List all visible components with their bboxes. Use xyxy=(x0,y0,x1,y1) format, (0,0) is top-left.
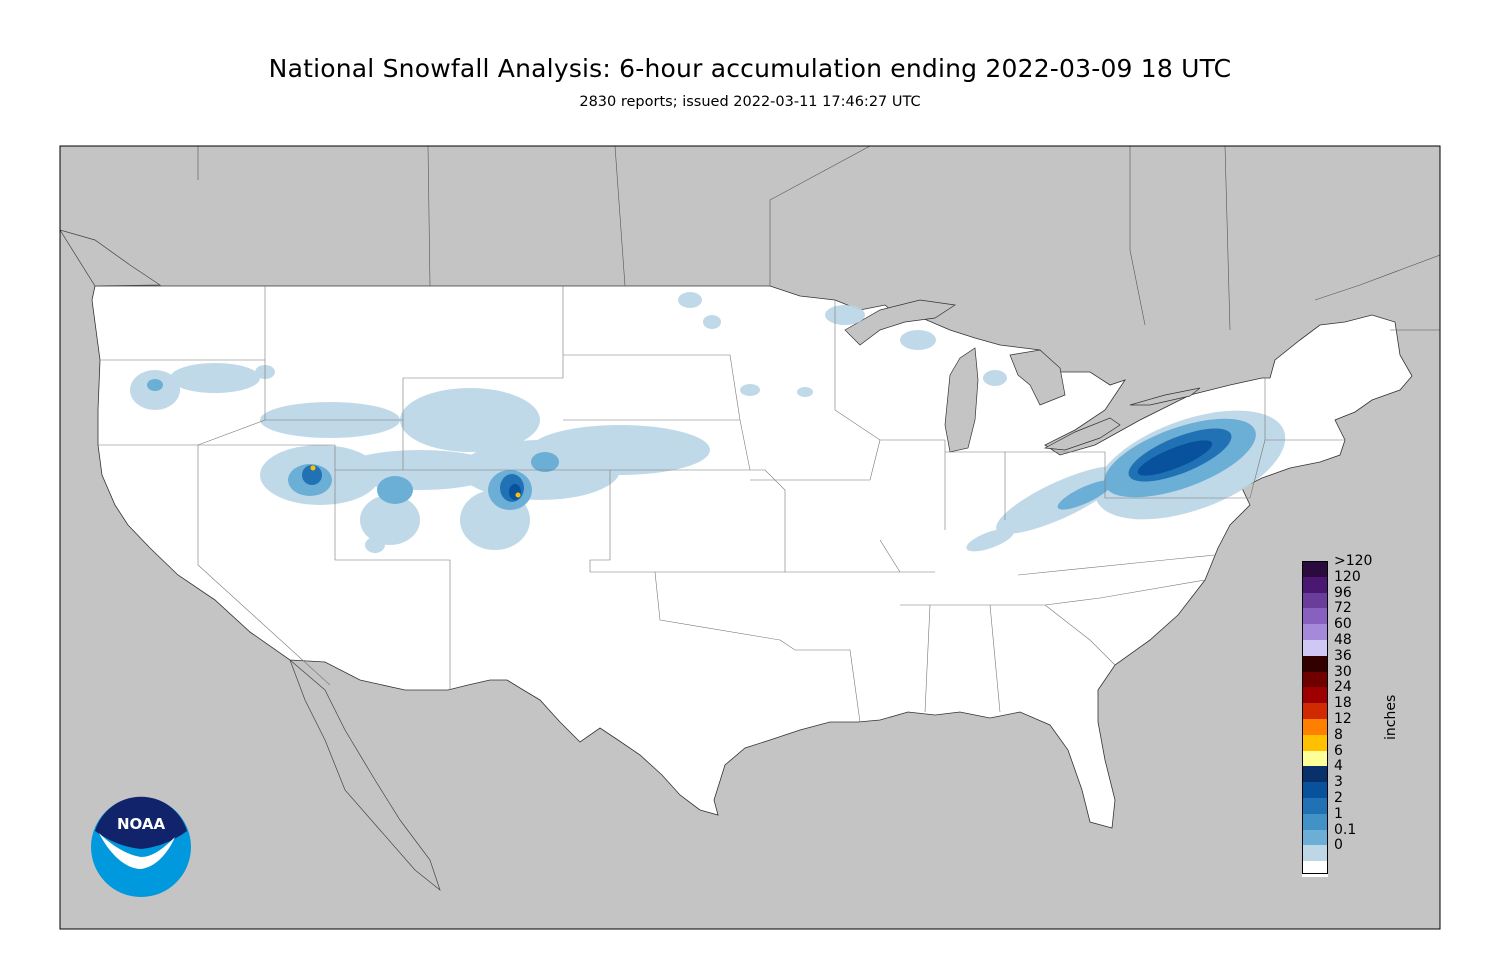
legend-row: 60 xyxy=(1302,616,1412,640)
legend-row: 30 xyxy=(1302,664,1412,688)
legend-swatch xyxy=(1302,813,1328,830)
legend-swatch xyxy=(1302,703,1328,719)
legend-row: 3 xyxy=(1302,774,1412,798)
legend-label: 18 xyxy=(1334,695,1352,712)
legend-label: 30 xyxy=(1334,663,1352,680)
legend-swatch xyxy=(1302,845,1328,862)
legend-label: 72 xyxy=(1334,600,1352,617)
legend-swatch xyxy=(1302,608,1328,625)
legend-label: 12 xyxy=(1334,710,1352,727)
legend-swatch xyxy=(1302,576,1328,593)
legend-label: 2 xyxy=(1334,789,1343,806)
legend-label: 120 xyxy=(1334,568,1361,585)
legend-row: 72 xyxy=(1302,600,1412,625)
legend-row: 18 xyxy=(1302,695,1412,719)
legend-label: 6 xyxy=(1334,742,1343,759)
legend-row: 0.1 xyxy=(1302,822,1412,846)
legend-row: 2 xyxy=(1302,790,1412,814)
noaa-logo: NOAA xyxy=(91,796,191,897)
legend-label: 0.1 xyxy=(1334,821,1357,838)
logo-text: NOAA xyxy=(117,815,166,833)
legend-swatch xyxy=(1302,718,1328,735)
legend-row: 48 xyxy=(1302,632,1412,656)
legend-label: 3 xyxy=(1334,774,1343,791)
legend-row-lowest xyxy=(1302,861,1412,877)
map-title: National Snowfall Analysis: 6-hour accum… xyxy=(268,54,1232,83)
legend-swatch xyxy=(1302,592,1328,609)
legend-swatch xyxy=(1302,561,1328,577)
legend-units: inches xyxy=(1383,694,1399,740)
legend-row: 36 xyxy=(1302,648,1412,672)
state-borders xyxy=(98,286,1345,723)
legend-swatch xyxy=(1302,687,1328,704)
legend-row: 6 xyxy=(1302,743,1412,767)
legend-label: 36 xyxy=(1334,647,1352,664)
legend-swatch xyxy=(1302,782,1328,798)
legend-row: 24 xyxy=(1302,679,1412,704)
legend-label: 1 xyxy=(1334,805,1343,822)
snowfall-peak xyxy=(310,465,521,498)
map-frame xyxy=(59,145,1441,930)
legend-row: 12 xyxy=(1302,711,1412,735)
legend-row: 0 xyxy=(1302,837,1412,862)
legend-label: 4 xyxy=(1334,758,1343,775)
legend-row: 96 xyxy=(1302,585,1412,609)
legend-swatch xyxy=(1302,750,1328,767)
legend-swatch xyxy=(1302,624,1328,640)
legend-swatch xyxy=(1302,797,1328,814)
legend-label: 24 xyxy=(1334,679,1352,696)
legend-label: 8 xyxy=(1334,726,1343,743)
legend-swatch xyxy=(1302,861,1328,877)
legend-swatch xyxy=(1302,829,1328,846)
legend: >120 120 96 72 60 48 36 30 24 18 12 8 6 4 3 2 1 0.1 0 xyxy=(1302,553,1412,877)
legend-swatch xyxy=(1302,734,1328,751)
map-subtitle: 2830 reports; issued 2022-03-11 17:46:27… xyxy=(579,94,921,110)
legend-row: 4 xyxy=(1302,758,1412,783)
legend-swatch xyxy=(1302,671,1328,688)
legend-swatch xyxy=(1302,639,1328,656)
legend-label: >120 xyxy=(1334,553,1373,569)
legend-row: >120 xyxy=(1302,553,1412,577)
legend-label: 48 xyxy=(1334,631,1352,648)
legend-row: 120 xyxy=(1302,569,1412,593)
legend-label: 96 xyxy=(1334,584,1352,601)
legend-label: 60 xyxy=(1334,616,1352,633)
legend-label: 0 xyxy=(1334,837,1343,854)
legend-swatch xyxy=(1302,766,1328,783)
legend-swatch xyxy=(1302,655,1328,672)
legend-row: 1 xyxy=(1302,806,1412,830)
legend-row: 8 xyxy=(1302,727,1412,751)
